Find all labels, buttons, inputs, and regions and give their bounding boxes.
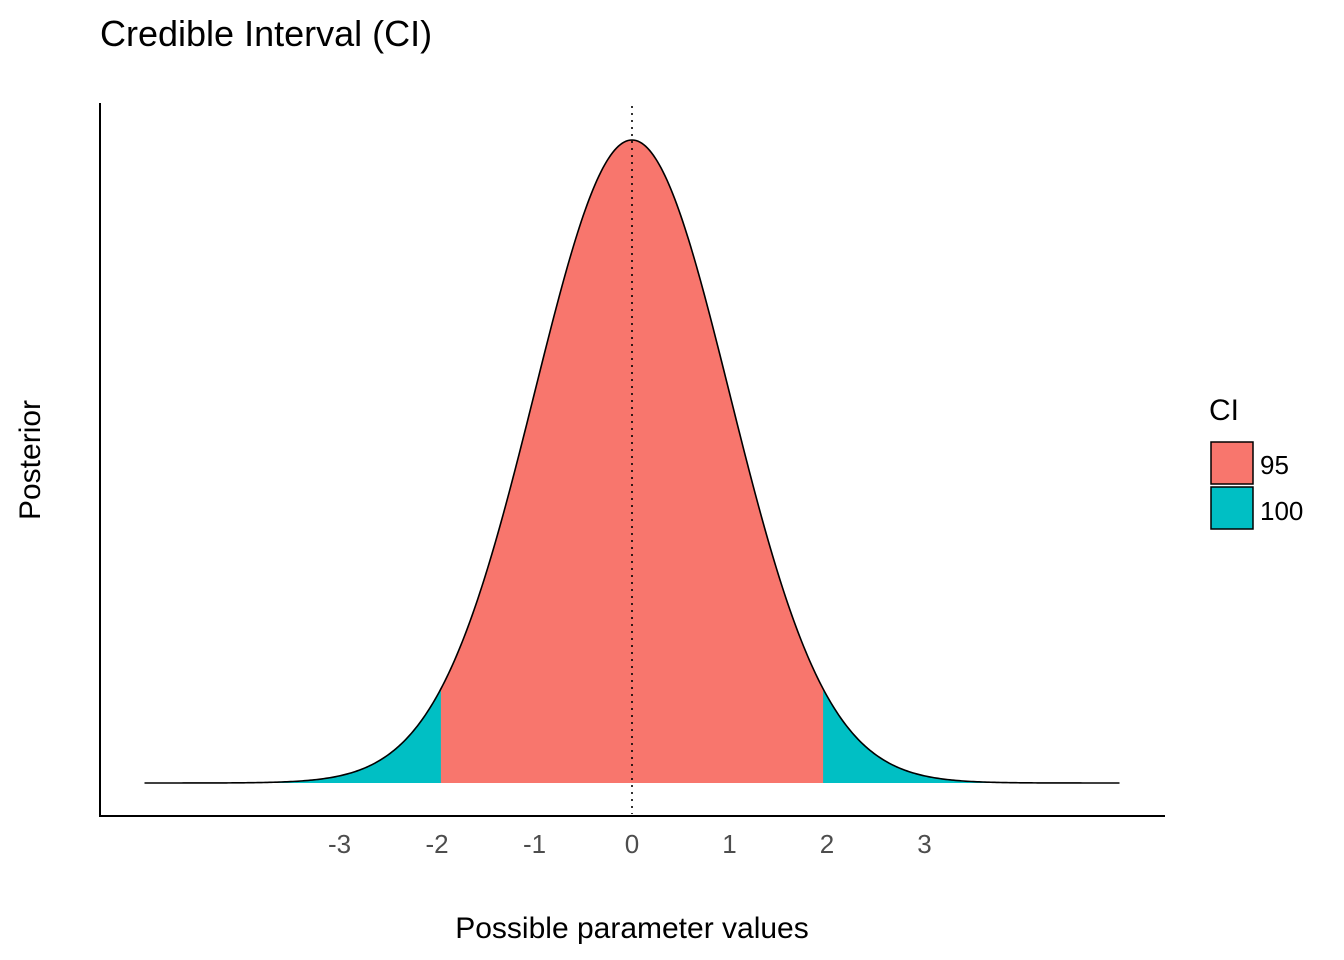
chart-title: Credible Interval (CI) bbox=[100, 13, 432, 54]
legend: CI 95 100 bbox=[1209, 394, 1303, 529]
x-tick-label: -3 bbox=[328, 829, 351, 859]
x-axis-title: Possible parameter values bbox=[455, 912, 809, 945]
x-tick-label: 2 bbox=[820, 829, 834, 859]
x-axis-ticks: -3 -2 -1 0 1 2 3 bbox=[328, 829, 932, 859]
area-ci-95 bbox=[441, 140, 823, 783]
x-tick-label: -1 bbox=[523, 829, 546, 859]
plot-area bbox=[145, 106, 1120, 814]
legend-label-95: 95 bbox=[1260, 450, 1289, 480]
legend-swatch-100 bbox=[1211, 487, 1253, 529]
x-tick-label: 3 bbox=[917, 829, 931, 859]
x-tick-label: 0 bbox=[625, 829, 639, 859]
legend-swatch-95 bbox=[1211, 442, 1253, 484]
x-tick-label: -2 bbox=[425, 829, 448, 859]
y-axis-title: Posterior bbox=[14, 400, 47, 520]
legend-title: CI bbox=[1209, 394, 1239, 427]
x-tick-label: 1 bbox=[722, 829, 736, 859]
legend-label-100: 100 bbox=[1260, 496, 1303, 526]
